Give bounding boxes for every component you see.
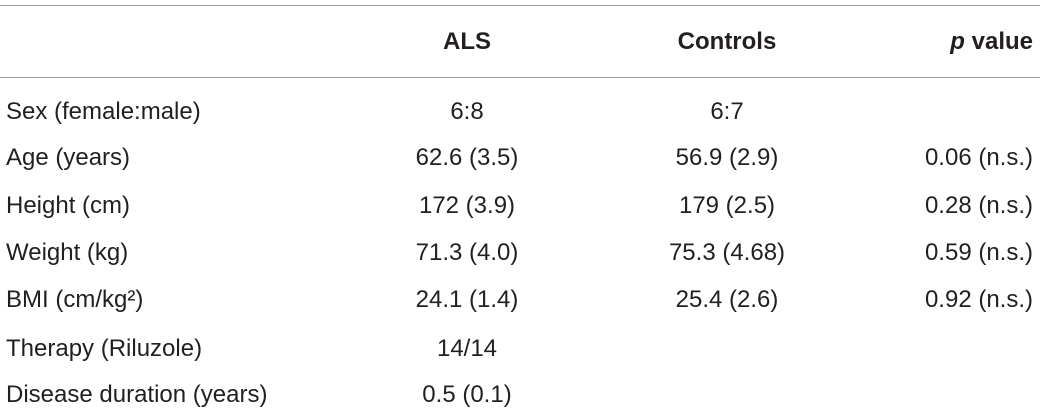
p-value: 0.06 (n.s.) [924, 144, 1033, 171]
p-text: value [971, 28, 1033, 55]
header-p-value: p value [950, 27, 1033, 57]
als-value: 24.1 (1.4) [415, 286, 519, 313]
p-symbol: p [950, 28, 965, 55]
controls-value: 56.9 (2.9) [675, 144, 779, 171]
header-controls: Controls [677, 28, 777, 55]
header-als: ALS [443, 28, 491, 55]
row-label: Height (cm) [6, 192, 131, 219]
row-label: Disease duration (years) [6, 381, 268, 408]
als-value: 0.5 (0.1) [422, 381, 512, 408]
row-label: Weight (kg) [6, 239, 129, 266]
controls-value: 6:7 [710, 98, 744, 125]
row-label: BMI (cm/kg²) [6, 286, 144, 313]
als-value: 62.6 (3.5) [415, 144, 519, 171]
row-label: Therapy (Riluzole) [6, 335, 203, 362]
p-value: 0.28 (n.s.) [924, 192, 1033, 219]
row-label: Age (years) [6, 144, 131, 171]
p-value: 0.92 (n.s.) [924, 286, 1033, 313]
controls-value: 25.4 (2.6) [675, 286, 779, 313]
header-rule [0, 77, 1040, 78]
als-value: 6:8 [450, 98, 484, 125]
controls-value: 179 (2.5) [678, 192, 776, 219]
top-rule [0, 5, 1040, 6]
als-value: 71.3 (4.0) [415, 239, 519, 266]
als-value: 14/14 [436, 335, 498, 362]
controls-value: 75.3 (4.68) [668, 239, 786, 266]
p-value: 0.59 (n.s.) [924, 239, 1033, 266]
als-value: 172 (3.9) [418, 192, 516, 219]
row-label: Sex (female:male) [6, 98, 201, 125]
